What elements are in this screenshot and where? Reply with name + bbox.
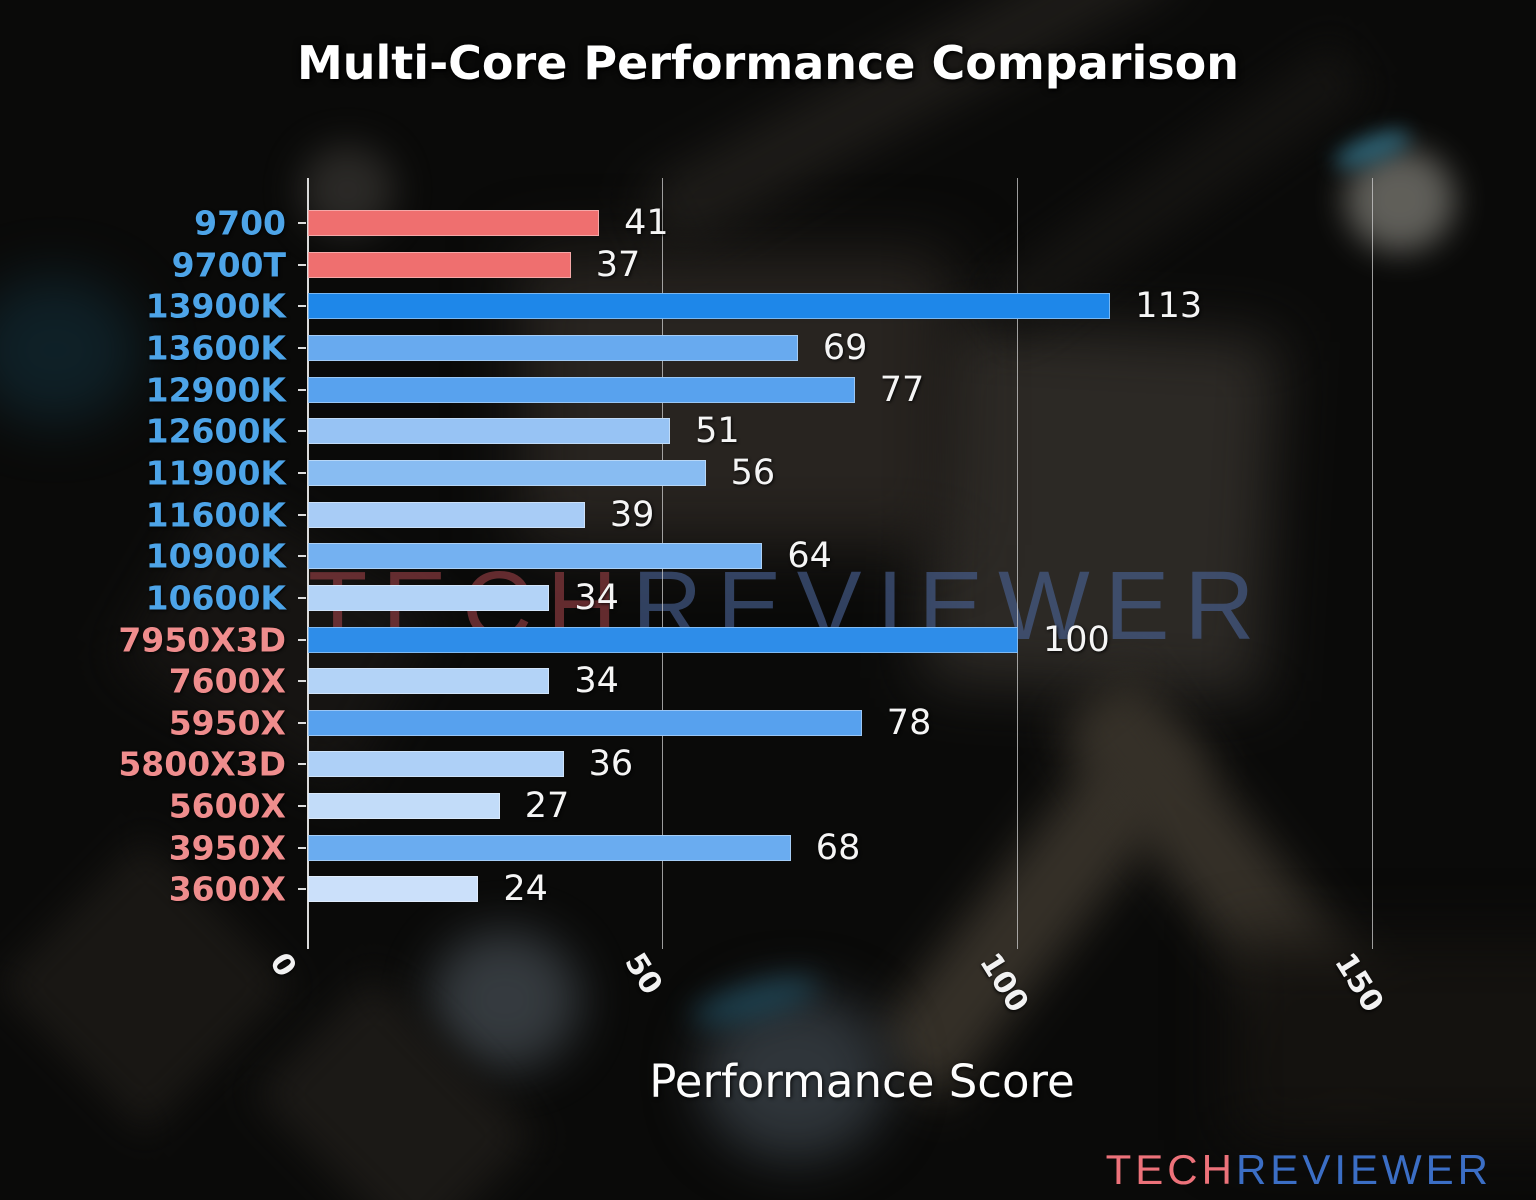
category-label-11600K: 11600K (145, 495, 286, 535)
y-tick (298, 388, 306, 391)
y-tick (298, 555, 306, 558)
logo-tech-text: TECH (1105, 1146, 1236, 1193)
y-tick (298, 513, 306, 516)
y-tick (298, 721, 306, 724)
y-tick (298, 596, 306, 599)
background-blob (0, 275, 140, 425)
techreviewer-logo: TECHREVIEWER (1106, 1146, 1492, 1194)
category-label-13600K: 13600K (145, 328, 286, 368)
category-label-5800X3D: 5800X3D (118, 744, 286, 784)
bar-5950X (308, 709, 862, 736)
category-label-12900K: 12900K (145, 370, 286, 410)
background-blob (430, 930, 580, 1070)
category-label-9700T: 9700T (171, 245, 286, 285)
bar-value-label: 100 (1043, 619, 1110, 660)
bar-3950X (308, 834, 791, 861)
bar-5800X3D (308, 751, 564, 778)
bar-13900K (308, 293, 1111, 320)
y-tick (298, 430, 306, 433)
bar-13600K (308, 334, 798, 361)
chart-title: Multi-Core Performance Comparison (297, 36, 1239, 90)
background-blob (1345, 148, 1455, 252)
bar-value-label: 37 (595, 244, 641, 285)
y-tick (298, 222, 306, 224)
category-axis-labels: 9700 9700T 13900K 13600K 12900K 12600K 11900K 1… (0, 178, 290, 935)
y-tick (298, 888, 306, 891)
bar-5600X (308, 793, 500, 820)
y-tick (298, 638, 306, 641)
bar-7950X3D (308, 626, 1018, 653)
bar-value-label: 34 (574, 661, 619, 702)
bar-value-label: 27 (524, 786, 570, 827)
bar-value-label: 36 (588, 744, 634, 785)
category-label-13900K: 13900K (145, 286, 286, 326)
y-tick (298, 680, 306, 683)
y-tick (298, 346, 306, 349)
category-label-3950X: 3950X (168, 828, 286, 868)
category-label-7950X3D: 7950X3D (118, 620, 286, 659)
category-label-10600K: 10600K (145, 578, 286, 618)
bar-value-label: 56 (730, 452, 776, 493)
bar-10600K (308, 584, 550, 611)
bar-9700 (308, 210, 600, 236)
bar-value-label: 51 (695, 411, 740, 452)
bar-value-label: 64 (787, 536, 832, 577)
y-tick (298, 471, 306, 474)
bar-12900K (308, 376, 855, 403)
bar-value-label: 78 (886, 702, 932, 743)
bar-12600K (308, 418, 671, 445)
plot-area: 0 50 100 150 41 37 113 69 77 51 56 39 64 34 100 34 78 36 2… (262, 178, 1493, 1019)
x-axis-title: Performance Score (649, 1055, 1075, 1108)
bar-11600K (308, 501, 585, 528)
y-tick (298, 763, 306, 766)
category-label-12600K: 12600K (145, 411, 286, 451)
category-label-7600X: 7600X (168, 661, 286, 701)
category-label-10900K: 10900K (145, 536, 286, 576)
bar-10900K (308, 543, 763, 570)
y-tick (298, 805, 306, 808)
category-label-5950X: 5950X (168, 703, 286, 743)
y-tick (298, 263, 306, 266)
category-label-11900K: 11900K (145, 453, 286, 493)
category-label-9700: 9700 (194, 203, 286, 243)
bar-value-label: 69 (822, 327, 868, 368)
category-label-3600X: 3600X (168, 869, 286, 909)
bar-value-label: 41 (624, 203, 669, 243)
bar-value-label: 77 (879, 369, 925, 410)
bar-3600X (308, 876, 479, 903)
y-tick (298, 846, 306, 849)
bar-7600X (308, 668, 550, 695)
bar-value-label: 68 (815, 827, 861, 868)
bar-value-label: 34 (574, 577, 619, 618)
background-blob (1230, 940, 1536, 1140)
bar-9700T (308, 251, 571, 278)
bar-value-label: 113 (1135, 286, 1203, 327)
gridline (1372, 178, 1373, 949)
gridline (1017, 178, 1018, 949)
logo-reviewer-text: REVIEWER (1235, 1146, 1492, 1193)
bar-value-label: 39 (609, 494, 655, 535)
category-label-5600X: 5600X (168, 786, 286, 826)
y-tick (298, 305, 306, 308)
bar-11900K (308, 459, 706, 486)
bar-value-label: 24 (503, 869, 548, 910)
